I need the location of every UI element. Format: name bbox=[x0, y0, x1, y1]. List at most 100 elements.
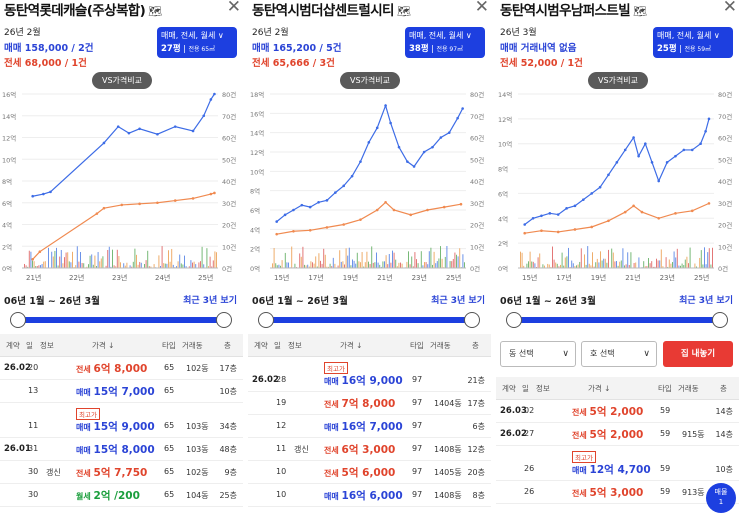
column-header[interactable]: 가격 ↓ bbox=[340, 340, 362, 351]
recent-3y-link[interactable]: 최근 3년 보기 bbox=[679, 293, 733, 306]
volume-bar bbox=[301, 257, 302, 268]
volume-bar bbox=[690, 248, 691, 268]
deal-type: 59 bbox=[660, 487, 670, 496]
deal-kind: 매매 bbox=[76, 423, 94, 432]
vs-compare-button[interactable]: VS가격비교 bbox=[588, 72, 648, 89]
sale-point bbox=[624, 149, 627, 152]
volume-bar bbox=[88, 264, 89, 268]
sale-point bbox=[406, 160, 409, 163]
deal-day: 10 bbox=[276, 490, 286, 499]
complex-name: 동탄역롯데캐슬(주상복합) bbox=[4, 3, 145, 19]
y-tick-label: 2억 bbox=[250, 246, 260, 254]
deal-floor: 21층 bbox=[467, 375, 485, 386]
range-handle-end[interactable] bbox=[712, 312, 728, 328]
map-icon[interactable]: 🗺︎ bbox=[633, 5, 646, 18]
recent-3y-link[interactable]: 최근 3년 보기 bbox=[183, 293, 237, 306]
volume-bar bbox=[398, 263, 399, 268]
ho-select[interactable]: 호 선택∨ bbox=[581, 341, 657, 367]
range-handle-start[interactable] bbox=[506, 312, 522, 328]
price-chart: 0억2억4억6억8억10억12억14억16억0건10건20건30건40건50건6… bbox=[0, 70, 243, 285]
sale-point bbox=[376, 127, 379, 130]
column-header: 정보 bbox=[536, 383, 550, 394]
map-icon[interactable]: 🗺︎ bbox=[148, 5, 161, 18]
rent-point bbox=[156, 201, 159, 204]
volume-bar bbox=[462, 254, 463, 268]
sale-point bbox=[674, 155, 677, 158]
sale-point bbox=[359, 160, 362, 163]
volume-bar bbox=[203, 264, 204, 268]
volume-bar bbox=[606, 263, 607, 268]
volume-bar bbox=[530, 252, 531, 268]
volume-bar bbox=[675, 257, 676, 268]
deal-date: 26.03 bbox=[500, 406, 527, 416]
deal-day: 26 bbox=[524, 487, 534, 496]
recent-3y-link[interactable]: 최근 3년 보기 bbox=[431, 293, 485, 306]
map-icon[interactable]: 🗺︎ bbox=[397, 5, 410, 18]
volume-bar bbox=[710, 265, 711, 268]
sale-point bbox=[398, 146, 401, 149]
close-icon[interactable]: ✕ bbox=[723, 0, 737, 17]
volume-bar bbox=[82, 263, 83, 268]
complex-title[interactable]: 동탄역시범우남퍼스트빌🗺︎ bbox=[500, 0, 646, 19]
volume-bar bbox=[421, 251, 422, 268]
dong-select[interactable]: 동 선택∨ bbox=[500, 341, 576, 367]
vs-compare-button[interactable]: VS가격비교 bbox=[92, 72, 152, 89]
column-header[interactable]: 가격 ↓ bbox=[92, 340, 114, 351]
deal-type-filter-button[interactable]: 매매, 전세, 월세 ∨ 25평 | 전용 59㎡ bbox=[653, 27, 733, 58]
y-tick-label: 8억 bbox=[498, 166, 508, 174]
deal-price: 매매 15억 8,000 bbox=[76, 442, 155, 457]
range-slider[interactable] bbox=[10, 312, 232, 328]
y-tick-label: 10억 bbox=[498, 141, 512, 149]
deal-kind: 전세 bbox=[76, 365, 94, 374]
column-header[interactable]: 가격 ↓ bbox=[588, 383, 610, 394]
volume-bar bbox=[672, 262, 673, 268]
range-handle-end[interactable] bbox=[464, 312, 480, 328]
range-handle-start[interactable] bbox=[10, 312, 26, 328]
summary-month: 26년 3월 bbox=[500, 26, 583, 41]
y2-tick-label: 10건 bbox=[470, 242, 484, 251]
rent-point bbox=[674, 212, 677, 215]
deal-type-filter-button[interactable]: 매매, 전세, 월세 ∨ 27평 | 전용 65㎡ bbox=[157, 27, 237, 58]
volume-bar bbox=[699, 258, 700, 268]
deal-type-filter-button[interactable]: 매매, 전세, 월세 ∨ 38평 | 전용 97㎡ bbox=[405, 27, 485, 58]
vs-compare-button[interactable]: VS가격비교 bbox=[340, 72, 400, 89]
deal-dong: 913동 bbox=[682, 487, 705, 498]
summary: 26년 2월 매매 165,200 / 5건 전세 65,666 / 3건 bbox=[252, 26, 342, 71]
close-icon[interactable]: ✕ bbox=[227, 0, 241, 17]
close-icon[interactable]: ✕ bbox=[475, 0, 489, 17]
volume-bar bbox=[390, 263, 391, 268]
range-handle-start[interactable] bbox=[258, 312, 274, 328]
range-handle-end[interactable] bbox=[216, 312, 232, 328]
sale-point bbox=[607, 173, 610, 176]
volume-bar bbox=[707, 252, 708, 268]
complex-title[interactable]: 동탄역롯데캐슬(주상복합)🗺︎ bbox=[4, 0, 162, 19]
list-my-home-button[interactable]: 집 내놓기 bbox=[663, 341, 733, 367]
summary: 26년 2월 매매 158,000 / 2건 전세 68,000 / 1건 bbox=[4, 26, 94, 71]
x-tick-label: 23년 bbox=[112, 273, 127, 282]
volume-bar bbox=[426, 262, 427, 268]
column-header: 거래동 bbox=[430, 340, 451, 351]
rent-point bbox=[275, 233, 278, 236]
complex-title[interactable]: 동탄역시범더샵센트럴시티🗺︎ bbox=[252, 0, 410, 19]
y2-tick-label: 50건 bbox=[470, 155, 484, 164]
range-slider[interactable] bbox=[506, 312, 728, 328]
sale-point bbox=[532, 217, 535, 220]
sale-point bbox=[431, 146, 434, 149]
range-slider[interactable] bbox=[258, 312, 480, 328]
